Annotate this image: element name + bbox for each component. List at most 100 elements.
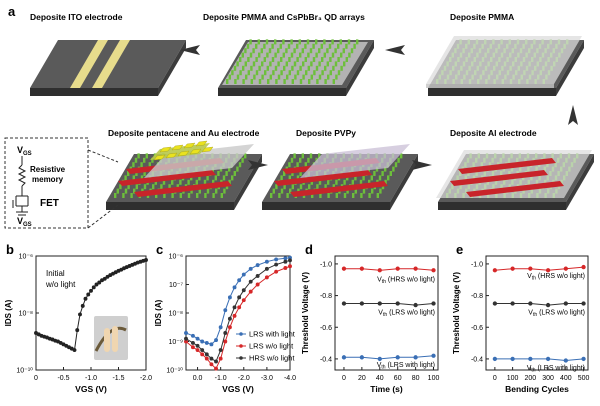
qd-pillar <box>389 171 392 176</box>
qd-pillar <box>360 193 363 198</box>
qd-pillar <box>127 184 130 190</box>
qd-pillar <box>381 184 385 190</box>
qd-pillar <box>246 43 250 49</box>
x-tick-label: 500 <box>578 375 590 382</box>
qd-pillar <box>132 162 135 168</box>
qd-pillar <box>151 157 154 163</box>
y-tick-label: 10⁻⁷ <box>169 282 183 289</box>
qd-pillar <box>299 65 302 71</box>
data-point <box>102 276 107 281</box>
qd-pillar <box>294 74 297 80</box>
qd-pillar <box>215 188 218 194</box>
qd-pillar <box>384 179 387 185</box>
device-pentacene-au <box>106 140 262 210</box>
qd-pillar <box>242 65 245 71</box>
qd-pillar <box>179 193 182 198</box>
y-tick-label: 10⁻⁶ <box>19 254 33 261</box>
x-tick-label: 100 <box>507 375 519 382</box>
qd-pillar <box>324 184 327 190</box>
qd-pillar <box>187 179 190 185</box>
qd-pillar <box>217 171 220 176</box>
qd-pillar <box>135 171 138 176</box>
data-point <box>274 257 279 262</box>
qd-pillar <box>238 162 242 168</box>
data-point <box>97 280 102 285</box>
qd-pillar <box>370 175 373 181</box>
qd-pillar <box>265 39 269 45</box>
al-stripe <box>450 170 548 186</box>
qd-pillar <box>124 175 127 181</box>
data-point <box>413 302 418 308</box>
qd-pillar <box>176 184 179 190</box>
qd-pillar <box>114 193 117 198</box>
data-point <box>274 269 279 274</box>
qd-pillar <box>335 74 338 80</box>
qd-pillar <box>327 193 330 198</box>
series-line <box>494 303 584 306</box>
series-label: Vth (LRS w/o light) <box>528 310 585 319</box>
qd-pillar <box>283 65 286 71</box>
qd-pillar <box>285 61 288 67</box>
qd-pillar <box>305 70 308 76</box>
au-pad <box>195 140 208 147</box>
qd-pillar <box>222 175 226 181</box>
resistor-icon <box>17 164 27 187</box>
au-pad <box>171 144 184 151</box>
qd-pillar <box>332 65 335 71</box>
data-point <box>413 266 418 271</box>
data-point <box>377 356 382 362</box>
data-point <box>190 345 195 350</box>
data-point <box>218 356 223 361</box>
panel-letter-d: d <box>305 242 313 257</box>
data-point <box>264 259 269 264</box>
qd-pillar <box>327 179 330 185</box>
qd-pillar <box>350 48 354 54</box>
x-axis-label: VGS (V) <box>222 384 254 394</box>
qd-pillar <box>255 70 259 76</box>
qd-pillar <box>318 61 321 67</box>
qd-pillar <box>252 61 256 67</box>
qd-pillar <box>288 175 291 181</box>
qd-pillar <box>214 175 217 181</box>
pvpy-layer <box>300 144 410 178</box>
qd-pillar <box>373 171 376 176</box>
qd-pillar <box>272 70 275 76</box>
qd-pillar <box>309 153 313 159</box>
data-point <box>341 266 347 271</box>
x-tick-label: 100 <box>428 375 440 382</box>
chart-e: e 0 100 200 300 400 500 -0.4 -0.6 -0.8 -1.0 Bending… <box>452 242 590 394</box>
data-point <box>72 348 77 352</box>
qd-pillar <box>299 79 303 84</box>
qd-pillar <box>244 61 247 67</box>
step-label-1: Deposite ITO electrode <box>30 12 123 22</box>
step-label-4: Deposite Al electrode <box>450 128 537 138</box>
qd-pillar <box>278 193 281 198</box>
qd-pillar <box>247 70 250 76</box>
x-axis-label: VGS (V) <box>75 384 107 394</box>
qd-pillar <box>310 179 313 185</box>
resistive-label: Resistive <box>30 165 66 174</box>
qd-pillar <box>264 70 267 76</box>
qd-pillar <box>332 184 335 190</box>
qd-pillar <box>257 39 260 45</box>
qd-pillar <box>233 65 237 71</box>
qd-pillar <box>171 193 174 198</box>
qd-pillar <box>249 39 252 45</box>
data-point <box>83 296 88 301</box>
data-point <box>341 301 347 306</box>
plot-frame <box>485 255 589 371</box>
data-point <box>528 266 533 271</box>
qd-pillar <box>397 157 400 163</box>
data-point <box>223 331 228 335</box>
qd-pillar <box>252 48 255 54</box>
data-point <box>255 263 260 268</box>
data-point <box>395 266 400 271</box>
qd-pillar <box>304 162 307 168</box>
x-tick-label: 400 <box>560 375 572 382</box>
qd-pillar <box>206 188 210 194</box>
qd-pillar <box>343 193 347 198</box>
qd-pillar <box>343 179 346 185</box>
qd-pillar <box>316 79 319 84</box>
qd-pillar <box>269 74 272 80</box>
qd-pillar <box>261 74 264 80</box>
